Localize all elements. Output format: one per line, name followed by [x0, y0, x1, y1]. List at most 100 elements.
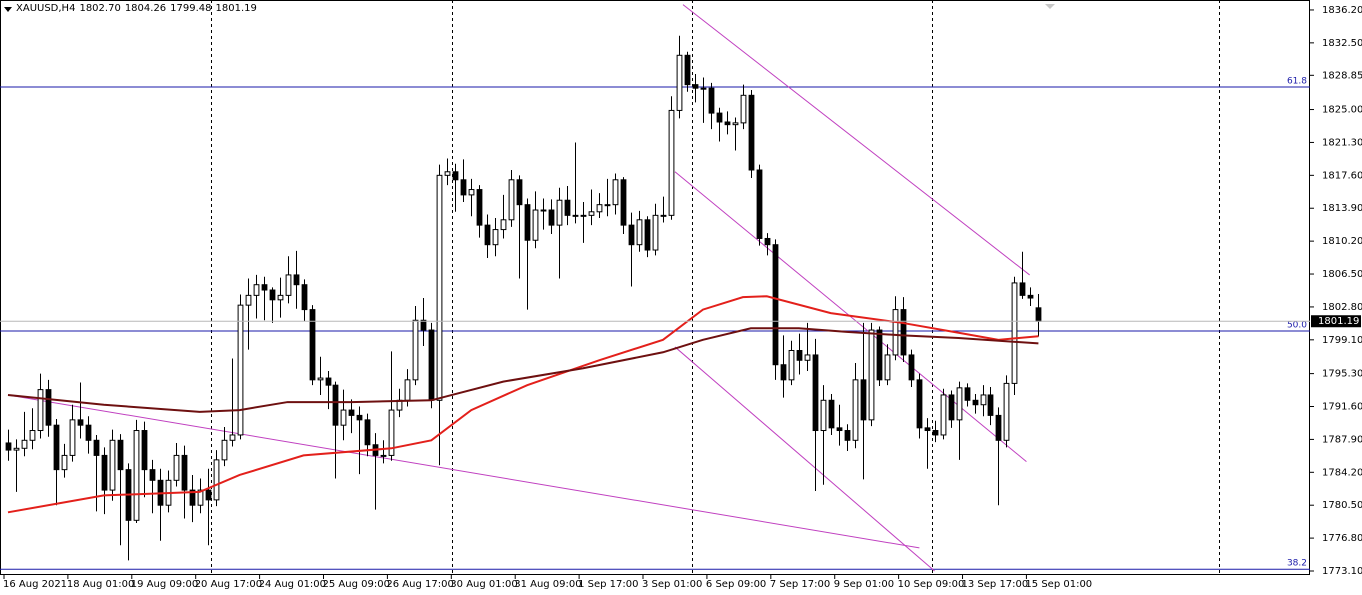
y-tick-label: 1813.90	[1322, 203, 1362, 214]
x-tick-label: 16 Aug 2021	[3, 579, 67, 590]
candle-body	[141, 430, 148, 471]
x-tick-label: 15 Sep 01:00	[1025, 579, 1092, 590]
candle-body	[364, 419, 371, 446]
candle-body	[484, 224, 491, 246]
candle-body	[796, 349, 803, 361]
candle-body	[301, 284, 308, 311]
candle-body	[540, 209, 547, 212]
candle-body	[995, 414, 1002, 441]
candle-body	[85, 424, 92, 441]
candle-body	[325, 377, 332, 386]
x-tick-label: 3 Sep 01:00	[642, 579, 702, 590]
y-tick-label: 1802.80	[1322, 302, 1362, 313]
candle-body	[61, 454, 68, 471]
candle-body	[588, 211, 595, 216]
candle-body	[836, 427, 843, 432]
moving-average	[7, 295, 1039, 514]
candle-body	[892, 309, 899, 356]
trendline	[7, 394, 920, 549]
candle-body	[101, 454, 108, 491]
candle-body	[412, 319, 419, 381]
candle-body	[380, 454, 387, 457]
candle-body	[269, 289, 276, 301]
y-tick-label: 1821.30	[1322, 137, 1362, 148]
y-tick-label: 1836.20	[1322, 5, 1362, 16]
y-tick-label: 1773.10	[1322, 566, 1362, 577]
candle-body	[436, 174, 443, 401]
candle-body	[940, 394, 947, 436]
candle-body	[908, 354, 915, 381]
candle-body	[117, 439, 124, 471]
candle-body	[237, 304, 244, 436]
y-tick-label: 1832.50	[1322, 38, 1362, 49]
x-tick-label: 13 Sep 17:00	[962, 579, 1029, 590]
x-tick-label: 6 Sep 09:00	[706, 579, 766, 590]
candle-body	[205, 489, 212, 501]
candle-body	[548, 209, 555, 226]
x-tick-label: 10 Sep 09:00	[898, 579, 965, 590]
price-tag-label: 1801.19	[1318, 316, 1359, 327]
candle-body	[868, 329, 875, 421]
y-tick-label: 1817.60	[1322, 170, 1362, 181]
candle-body	[532, 209, 539, 241]
candle-body	[37, 389, 44, 432]
candle-body	[109, 439, 116, 491]
candle-body	[668, 109, 675, 216]
y-tick-label: 1828.85	[1322, 70, 1362, 81]
shift-marker	[1045, 4, 1055, 9]
candle-body	[932, 430, 939, 436]
candle-body	[21, 439, 28, 449]
candle-body	[748, 94, 755, 171]
candle-body	[309, 309, 316, 381]
menu-arrow[interactable]	[4, 7, 12, 12]
y-tick-label: 1825.00	[1322, 105, 1362, 116]
moving-average	[7, 327, 1039, 413]
candle-body	[740, 94, 747, 124]
candle-body	[564, 199, 571, 216]
candle-body	[69, 419, 76, 456]
candle-body	[644, 219, 651, 251]
last-high: 1804.26	[124, 3, 167, 14]
candle-body	[924, 427, 931, 432]
candle-body	[556, 199, 563, 226]
x-tick-label: 18 Aug 01:00	[67, 579, 134, 590]
plot-frame	[0, 0, 1310, 575]
candle-body	[468, 189, 475, 196]
candle-body	[948, 394, 955, 421]
candle-body	[500, 219, 507, 231]
candle-body	[620, 179, 627, 226]
fib-level-label: 38.2	[1287, 559, 1307, 569]
candle-body	[852, 379, 859, 441]
candle-body	[420, 319, 427, 331]
candle-body	[580, 214, 587, 217]
x-tick-label: 19 Aug 09:00	[131, 579, 198, 590]
y-tick-label: 1784.20	[1322, 467, 1362, 478]
candle-body	[788, 349, 795, 381]
x-tick-label: 9 Sep 01:00	[834, 579, 894, 590]
x-tick-label: 25 Aug 09:00	[323, 579, 390, 590]
candle-body	[77, 419, 84, 426]
x-tick-label: 24 Aug 01:00	[259, 579, 326, 590]
candle-body	[356, 414, 363, 421]
candle-body	[340, 409, 347, 426]
x-tick-label: 26 Aug 17:00	[386, 579, 453, 590]
candle-body	[772, 244, 779, 366]
candle-body	[756, 169, 763, 239]
candle-body	[213, 459, 220, 501]
candle-body	[261, 284, 268, 291]
candle-body	[812, 354, 819, 432]
y-tick-label: 1780.50	[1322, 500, 1362, 511]
candle-body	[460, 179, 467, 196]
candle-body	[676, 54, 683, 111]
candle-body	[317, 377, 324, 381]
candle-body	[181, 454, 188, 491]
candle-body	[820, 399, 827, 432]
last-open: 1802.70	[79, 3, 121, 14]
candle-body	[277, 294, 284, 301]
candle-body	[764, 237, 771, 246]
candle-body	[780, 364, 787, 381]
candle-body	[229, 434, 236, 441]
period-separators	[211, 0, 1220, 575]
